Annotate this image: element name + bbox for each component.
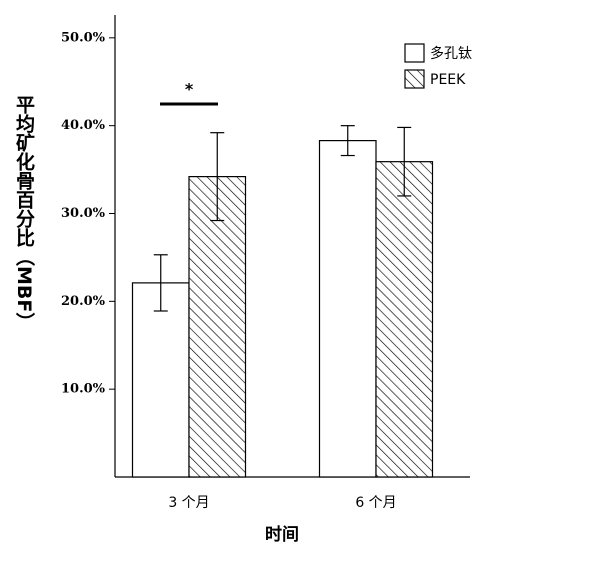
bar — [188, 176, 247, 478]
y-axis-label: 平均矿化骨百分比（MBF） — [13, 95, 35, 331]
x-axis-label: 时间 — [265, 524, 299, 545]
bar — [375, 161, 434, 478]
y-tick-label: 40.0% — [61, 118, 106, 133]
y-tick-label: 30.0% — [61, 206, 106, 221]
y-tick-label: 10.0% — [61, 382, 106, 397]
y-tick-label: 50.0% — [61, 30, 106, 45]
legend-swatch — [404, 69, 425, 89]
legend-label: 多孔钛 — [430, 45, 472, 62]
x-tick-label: 3 个月 — [168, 495, 209, 511]
bar — [131, 282, 190, 478]
annotation: * — [185, 80, 194, 99]
y-tick-label: 20.0% — [61, 294, 106, 309]
legend-label: PEEK — [430, 72, 466, 88]
legend-swatch — [404, 43, 425, 63]
x-tick-label: 6 个月 — [355, 495, 396, 511]
bar — [318, 140, 377, 478]
